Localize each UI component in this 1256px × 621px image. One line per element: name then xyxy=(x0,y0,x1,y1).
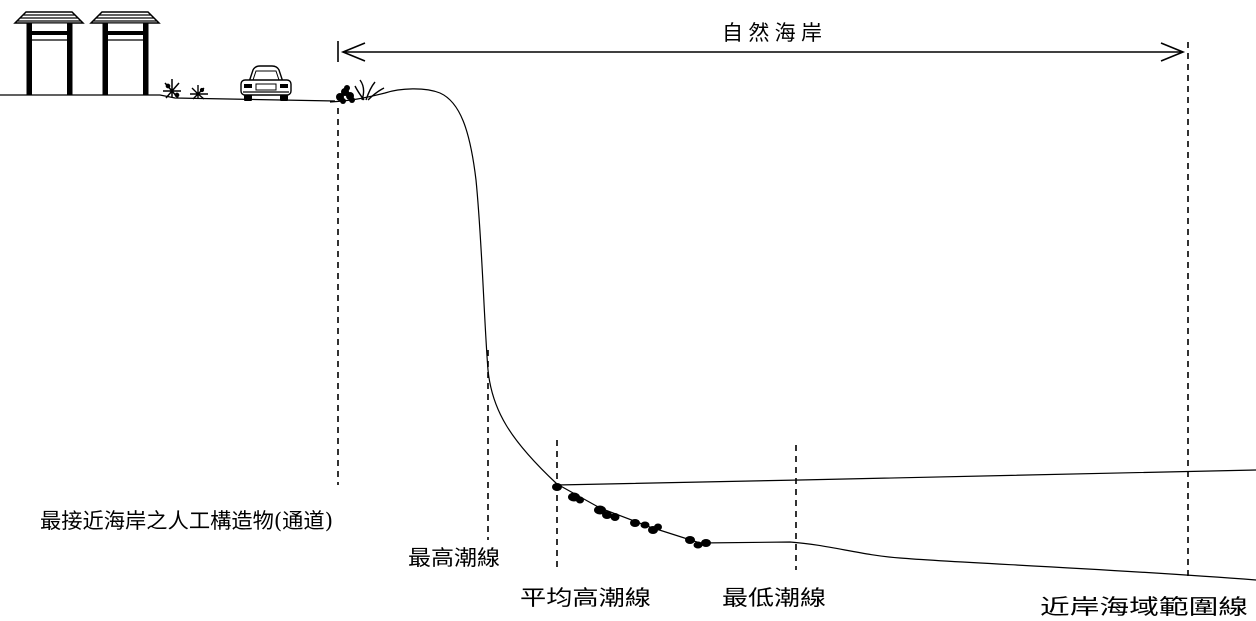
highest-tide-line-label: 最高潮線 xyxy=(408,546,500,570)
mean-high-tide-line-label: 平均高潮線 xyxy=(520,586,651,610)
kiosk-icon xyxy=(13,11,85,96)
lowest-tide-line-label: 最低潮線 xyxy=(722,586,826,610)
car-icon xyxy=(240,65,292,101)
kiosk-icon xyxy=(89,11,161,96)
nearshore-boundary-line-label: 近岸海域範圍線 xyxy=(1040,595,1248,619)
span-label: 自然海岸 xyxy=(722,21,822,45)
shrub-icon xyxy=(163,79,181,99)
nearest-artificial-structure-label: 最接近海岸之人工構造物(通道) xyxy=(40,509,333,533)
plant-icon xyxy=(354,79,385,101)
arrowhead-right-icon xyxy=(1160,42,1186,62)
arrowhead-left-icon xyxy=(340,42,366,62)
sea-surface-line xyxy=(556,469,1256,486)
terrain-profile xyxy=(329,88,1256,581)
natural-coast-span-arrow xyxy=(340,42,1186,62)
rock-icon xyxy=(552,483,711,549)
shrub-icon xyxy=(190,85,208,100)
